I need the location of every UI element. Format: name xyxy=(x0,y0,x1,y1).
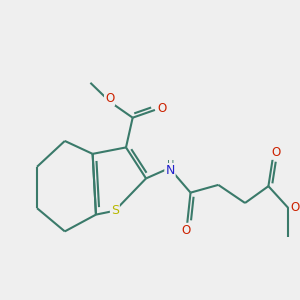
Text: O: O xyxy=(271,146,280,159)
Text: O: O xyxy=(290,201,299,214)
Text: O: O xyxy=(105,92,114,105)
Text: S: S xyxy=(111,204,119,217)
Text: N: N xyxy=(165,164,175,177)
Text: H: H xyxy=(167,160,175,170)
Text: O: O xyxy=(158,102,167,115)
Text: O: O xyxy=(181,224,190,237)
